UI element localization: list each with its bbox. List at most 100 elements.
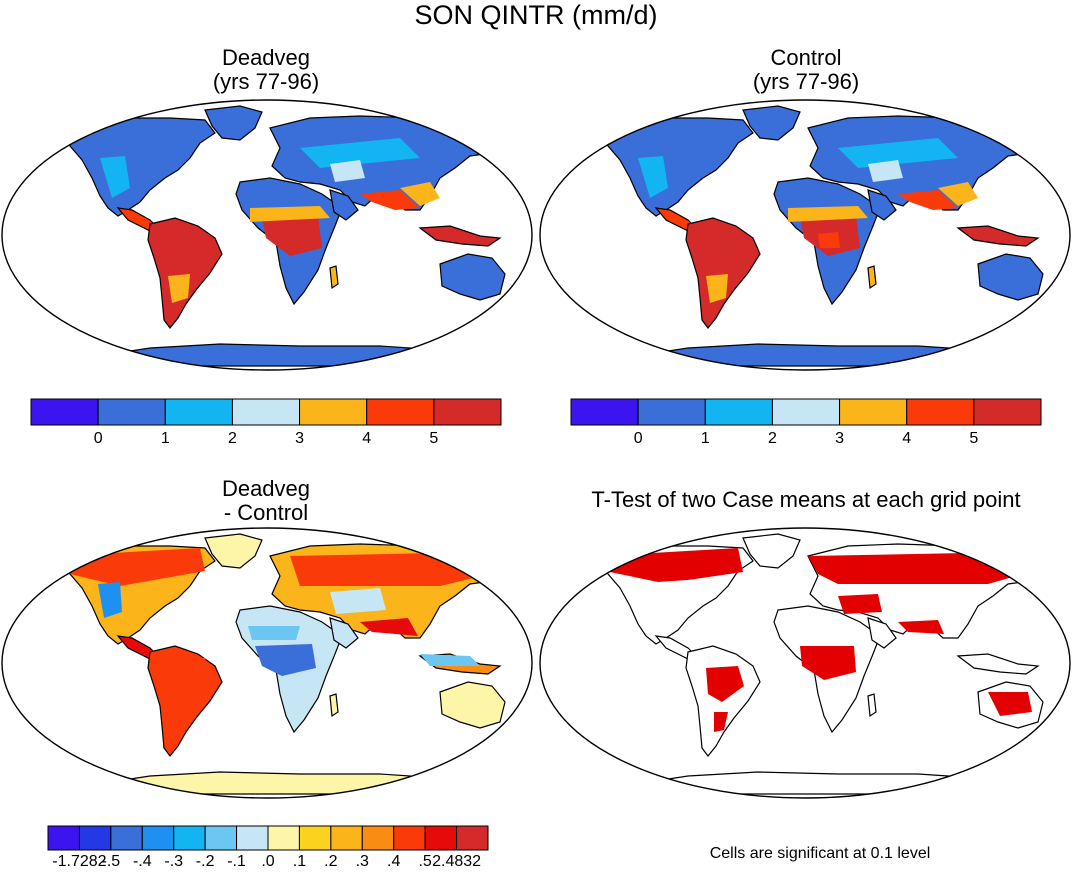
map-border — [1, 527, 533, 799]
panel-3-title: Deadveg - Control — [66, 477, 466, 525]
significant-cells-3 — [706, 666, 744, 702]
amazon-high — [160, 233, 210, 273]
sahel-band — [250, 206, 330, 222]
figure-title: SON QINTR (mm/d) — [414, 0, 658, 30]
amazon-high — [698, 233, 748, 273]
australia-region — [439, 253, 506, 301]
congo-neg — [255, 644, 316, 676]
wet-band-na — [100, 156, 130, 198]
colorbar-control-swatch-6 — [973, 398, 1042, 426]
colorbar-difference-tick-label: .2 — [324, 853, 338, 870]
samerica-mid — [168, 274, 190, 303]
colorbar-difference-swatch-5 — [204, 825, 238, 851]
colorbar-difference-tick-label: -.2 — [195, 853, 215, 870]
colorbar-difference-swatch-2 — [110, 825, 143, 851]
panel-3-title-line2: - Control — [223, 500, 309, 525]
panel-1-title-line2: (yrs 77-96) — [212, 69, 320, 94]
colorbar-control-tick-label: 2 — [767, 430, 777, 447]
colorbar-control-swatch-2 — [704, 398, 773, 426]
indonesia-region — [956, 653, 1040, 675]
significant-cells-5 — [898, 620, 944, 634]
panel-2-title-line2: (yrs 77-96) — [752, 69, 860, 94]
arabia-region — [867, 617, 897, 649]
madagascar-region — [329, 265, 339, 290]
colorbar-difference-tick-label: .3 — [355, 853, 369, 870]
map-border — [1, 99, 533, 371]
greenland-region — [742, 533, 801, 569]
colorbar-deadveg-tick-label: 1 — [160, 430, 170, 447]
colorbar-deadveg-tick-label: 2 — [227, 430, 237, 447]
colorbar-deadveg-swatch-5 — [366, 398, 435, 426]
colorbar-control-swatch-0 — [570, 398, 639, 426]
arabia-region — [329, 617, 359, 649]
colorbar-difference-tick-label: .4 — [387, 853, 401, 870]
colorbar-difference-tick-label: -.5 — [101, 853, 121, 870]
africa-extra — [818, 232, 840, 248]
colorbar-difference-swatch-0 — [47, 825, 80, 851]
sahel-neg — [248, 626, 300, 640]
colorbar-difference-tick-label: -.3 — [164, 853, 184, 870]
central-asia-neg — [330, 588, 386, 614]
colorbar-control-tick-label: 3 — [835, 430, 845, 447]
colorbar-difference-swatch-3 — [141, 825, 175, 851]
southasia-high — [898, 190, 958, 210]
colorbar-deadveg-swatch-2 — [164, 398, 233, 426]
colorbar-deadveg — [30, 398, 502, 426]
colorbar-difference-swatch-1 — [78, 825, 112, 851]
map-deadveg — [1, 99, 533, 371]
colorbar-control-swatch-3 — [771, 398, 841, 426]
colorbar-difference — [47, 825, 489, 851]
panel-3-title-line1: Deadveg — [221, 476, 311, 501]
colorbar-difference-swatch-4 — [173, 825, 206, 851]
madagascar-region — [329, 693, 339, 718]
colorbar-control-tick-label: 4 — [902, 430, 912, 447]
colorbar-control-swatch-4 — [839, 398, 908, 426]
panel-2-title-line1: Control — [770, 45, 842, 70]
colorbar-control-swatch-5 — [906, 398, 975, 426]
colorbar-deadveg-tick-label: 5 — [429, 430, 439, 447]
colorbar-control-tick-label: 5 — [969, 430, 979, 447]
colorbar-difference-swatch-6 — [236, 825, 269, 851]
map-ttest — [539, 527, 1071, 799]
map-control — [539, 99, 1071, 371]
panel-2-title: Control (yrs 77-96) — [606, 46, 1006, 94]
na-west-neg — [98, 582, 122, 618]
significant-cells-4 — [838, 594, 882, 614]
significance-note: Cells are significant at 0.1 level — [709, 845, 931, 862]
greenland-region — [742, 105, 801, 141]
colorbar-deadveg-swatch-0 — [30, 398, 99, 426]
central-asia — [330, 160, 365, 182]
colorbar-difference-swatch-7 — [267, 825, 300, 851]
eastasia-mid — [938, 182, 978, 206]
indonesia-region — [418, 225, 502, 247]
wet-band-na — [638, 156, 668, 198]
central-asia — [868, 160, 903, 182]
colorbar-difference-tick-label: -.1 — [227, 853, 246, 870]
colorbar-deadveg-tick-label: 3 — [295, 430, 305, 447]
significant-cells-2 — [800, 646, 856, 680]
australia-region — [977, 253, 1044, 301]
congo-high — [262, 216, 322, 256]
colorbar-control — [570, 398, 1042, 426]
significant-cells-6 — [988, 692, 1032, 716]
colorbar-control-labels: 0 1 2 3 4 5 — [570, 430, 1042, 450]
colorbar-control-tick-label: 0 — [633, 430, 643, 447]
eurasia-mid — [300, 138, 420, 168]
madagascar-region — [867, 265, 877, 290]
significant-cells-1 — [808, 552, 1030, 584]
madagascar-region — [867, 693, 877, 718]
panel-1-title: Deadveg (yrs 77-96) — [66, 46, 466, 94]
greenland-region — [204, 533, 263, 569]
eurasia-north-pos — [290, 552, 490, 586]
samerica-mid — [706, 274, 728, 303]
colorbar-difference-swatch-11 — [393, 825, 426, 851]
colorbar-difference-tick-label: -.4 — [132, 853, 152, 870]
significant-cells-7 — [714, 712, 728, 732]
map-difference — [1, 527, 533, 799]
indonesia-region — [956, 225, 1040, 247]
colorbar-difference-swatch-12 — [424, 825, 458, 851]
eastasia-mid — [400, 182, 440, 206]
colorbar-deadveg-tick-label: 4 — [362, 430, 372, 447]
indonesia-neg — [420, 654, 480, 666]
colorbar-difference-labels: -1.7282 -.5 -.4 -.3 -.2 -.1 .0 .1 .2 .3 .4 .5 2.4832 — [47, 853, 489, 873]
